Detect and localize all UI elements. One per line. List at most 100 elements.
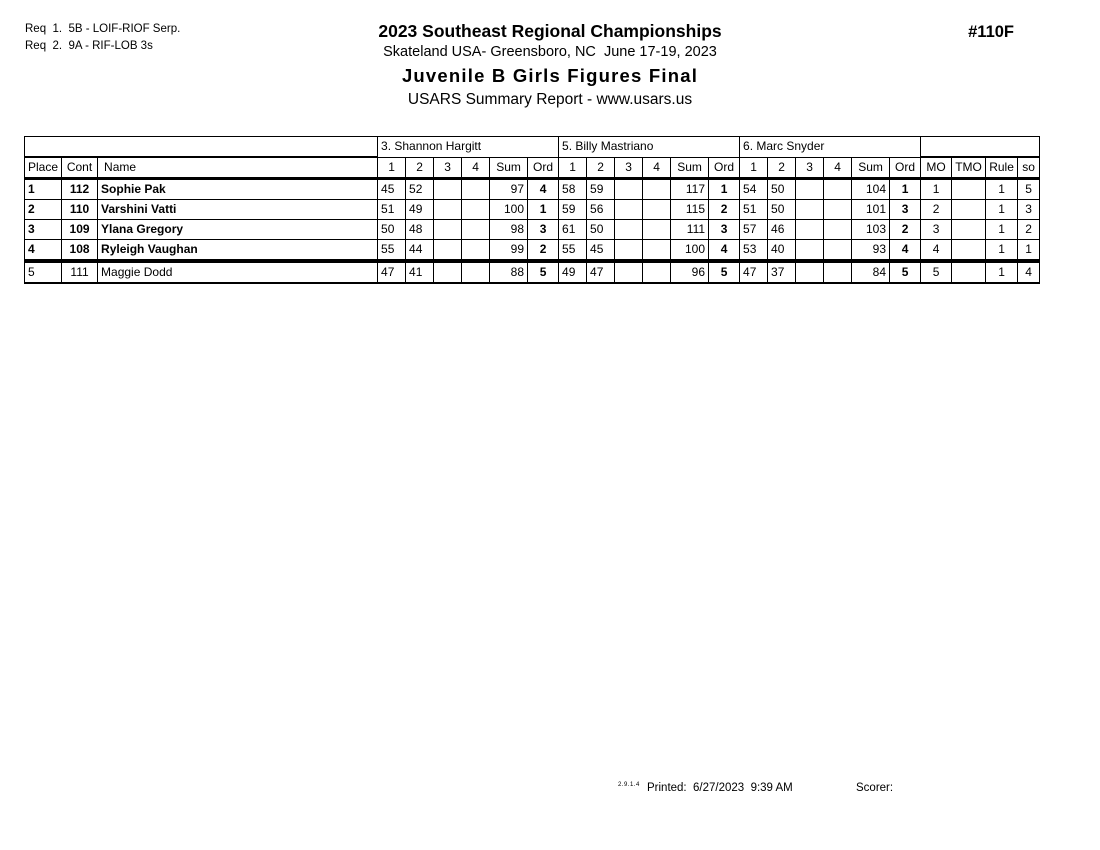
cell-j2-score4: [642, 239, 672, 262]
cell-j2-ord: 2: [708, 199, 741, 220]
cell-place: 3: [23, 219, 63, 240]
cell-j1-ord: 4: [527, 178, 560, 200]
cell-so: 5: [1017, 178, 1041, 200]
championship-title: 2023 Southeast Regional Championships: [378, 21, 722, 41]
col-header-j3-4: 4: [823, 156, 853, 180]
col-header-j2-ord: Ord: [708, 156, 741, 180]
judge-2-name: 5. Billy Mastriano: [558, 136, 741, 158]
cell-j3-score4: [823, 178, 853, 200]
cell-j3-ord: 4: [889, 239, 922, 262]
cell-so: 4: [1017, 259, 1041, 284]
cell-tmo: [951, 239, 987, 262]
cell-j1-score2: 49: [405, 199, 435, 220]
cell-j3-score4: [823, 219, 853, 240]
cell-rule: 1: [985, 178, 1019, 200]
cell-j3-score1: 54: [739, 178, 769, 200]
cell-j1-score4: [461, 219, 491, 240]
cell-j2-score3: [614, 178, 644, 200]
cell-j2-sum: 96: [670, 259, 710, 284]
cell-j1-score1: 47: [377, 259, 407, 284]
cell-j3-score1: 47: [739, 259, 769, 284]
col-header-j2-4: 4: [642, 156, 672, 180]
col-header-j2-2: 2: [586, 156, 616, 180]
cell-mo: 3: [920, 219, 953, 240]
col-header-j2-3: 3: [614, 156, 644, 180]
cell-j2-score3: [614, 239, 644, 262]
col-header-cont: Cont: [61, 156, 99, 180]
cell-j1-sum: 99: [489, 239, 529, 262]
cell-j1-score4: [461, 239, 491, 262]
cell-j1-ord: 3: [527, 219, 560, 240]
cell-j2-score3: [614, 199, 644, 220]
cell-j3-score4: [823, 259, 853, 284]
col-header-j3-1: 1: [739, 156, 769, 180]
cell-j2-score2: 56: [586, 199, 616, 220]
cell-name: Ylana Gregory: [97, 219, 379, 240]
cell-j2-ord: 3: [708, 219, 741, 240]
cell-cont: 108: [61, 239, 99, 262]
cell-cont: 109: [61, 219, 99, 240]
col-header-j2-sum: Sum: [670, 156, 710, 180]
col-header-j3-sum: Sum: [851, 156, 891, 180]
cell-j3-sum: 101: [851, 199, 891, 220]
cell-j3-ord: 2: [889, 219, 922, 240]
cell-rule: 1: [985, 199, 1019, 220]
cell-j1-score2: 41: [405, 259, 435, 284]
cell-j1-score1: 50: [377, 219, 407, 240]
cell-j1-score2: 44: [405, 239, 435, 262]
cell-j3-sum: 103: [851, 219, 891, 240]
col-header-tmo: TMO: [951, 156, 987, 180]
cell-j2-score3: [614, 259, 644, 284]
cell-j1-ord: 5: [527, 259, 560, 284]
cell-j2-sum: 117: [670, 178, 710, 200]
cell-j3-score4: [823, 199, 853, 220]
cell-j3-score3: [795, 259, 825, 284]
cell-j2-ord: 5: [708, 259, 741, 284]
judge-row-spacer-left: [23, 136, 379, 158]
cell-j1-score3: [433, 239, 463, 262]
judge-header-row: 3. Shannon Hargitt 5. Billy Mastriano 6.…: [23, 136, 1041, 158]
requirements-block: Req 1. 5B - LOIF-RIOF Serp. Req 2. 9A - …: [25, 21, 180, 55]
cell-j3-score3: [795, 199, 825, 220]
cell-j3-score4: [823, 239, 853, 262]
cell-j2-score2: 47: [586, 259, 616, 284]
cell-cont: 112: [61, 178, 99, 200]
cell-j3-sum: 93: [851, 239, 891, 262]
cell-j1-sum: 88: [489, 259, 529, 284]
cell-j2-score4: [642, 259, 672, 284]
cell-j2-score2: 59: [586, 178, 616, 200]
cell-j2-score1: 55: [558, 239, 588, 262]
cell-j3-score1: 57: [739, 219, 769, 240]
cell-j2-score1: 58: [558, 178, 588, 200]
cell-j2-sum: 115: [670, 199, 710, 220]
col-header-name: Name: [97, 156, 379, 180]
printed-timestamp: Printed: 6/27/2023 9:39 AM: [647, 782, 793, 794]
cell-name: Varshini Vatti: [97, 199, 379, 220]
cell-j3-score2: 40: [767, 239, 797, 262]
judge-3-name: 6. Marc Snyder: [739, 136, 922, 158]
cell-j1-score3: [433, 199, 463, 220]
col-header-j1-3: 3: [433, 156, 463, 180]
cell-j1-sum: 100: [489, 199, 529, 220]
cell-tmo: [951, 259, 987, 284]
col-header-j3-3: 3: [795, 156, 825, 180]
cell-place: 4: [23, 239, 63, 262]
cell-rule: 1: [985, 259, 1019, 284]
col-header-place: Place: [23, 156, 63, 180]
cell-j1-score1: 51: [377, 199, 407, 220]
report-type-line: USARS Summary Report - www.usars.us: [407, 91, 693, 108]
cell-j3-score2: 37: [767, 259, 797, 284]
event-number: #110F: [968, 23, 1014, 41]
cell-mo: 1: [920, 178, 953, 200]
cell-name: Sophie Pak: [97, 178, 379, 200]
requirement-1: Req 1. 5B - LOIF-RIOF Serp.: [25, 23, 181, 35]
col-header-j1-ord: Ord: [527, 156, 560, 180]
cell-mo: 5: [920, 259, 953, 284]
table-row: 5 111 Maggie Dodd 47 41 88 5 49 47 96 5 47 37 84 5 5 1 4: [23, 259, 1041, 284]
cell-j1-score3: [433, 219, 463, 240]
cell-so: 3: [1017, 199, 1041, 220]
event-title: Juvenile B Girls Figures Final: [401, 65, 699, 86]
cell-place: 2: [23, 199, 63, 220]
cell-j3-score2: 50: [767, 178, 797, 200]
